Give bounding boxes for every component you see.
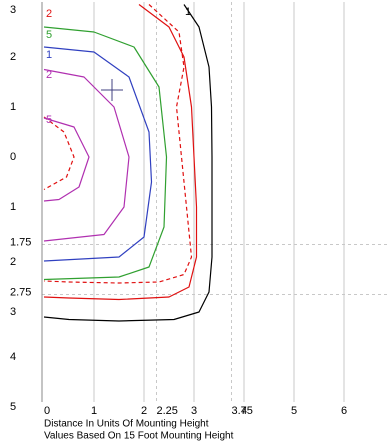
subtitle: Values Based On 15 Foot Mounting Height [44,431,234,442]
contour-line [43,68,130,242]
x-tick-label: 1 [91,405,97,417]
y-tick-label: 3 [10,306,16,318]
contour-label: 2 [46,69,52,81]
y-tick-label: 4 [10,351,16,363]
contour-line [43,4,193,284]
contour-line [43,4,213,322]
x-tick-label: 2 [141,405,147,417]
x-tick-label: 3.75 [232,405,253,417]
x-tick-label: 6 [341,405,347,417]
plot-area [42,2,389,402]
y-tick-label: 1.75 [10,236,31,248]
contour-line [43,4,198,301]
contour-label: 5 [46,114,52,126]
y-tick-label: 1 [10,101,16,113]
contour-label: 1 [185,6,191,18]
x-axis-label: Distance In Units Of Mounting Height [44,419,209,430]
contour-label: 2 [46,8,52,20]
y-tick-label: 3 [10,4,16,16]
x-tick-label: 4 [241,405,247,417]
y-tick-label: 2.75 [10,286,31,298]
contour-line [43,117,90,202]
contour-label: 1 [46,49,52,61]
x-tick-label: 0 [44,405,50,417]
y-tick-label: 5 [10,401,16,413]
x-tick-label: 5 [291,405,297,417]
y-tick-label: 0 [10,151,16,163]
y-tick-label: 1 [10,201,16,213]
contour-label: 5 [46,29,52,41]
contour-line [43,26,168,281]
y-tick-label: 2 [10,256,16,268]
x-tick-label: 2.25 [157,405,178,417]
x-tick-label: 3 [191,405,197,417]
contour-line [43,46,153,262]
y-tick-label: 2 [10,51,16,63]
